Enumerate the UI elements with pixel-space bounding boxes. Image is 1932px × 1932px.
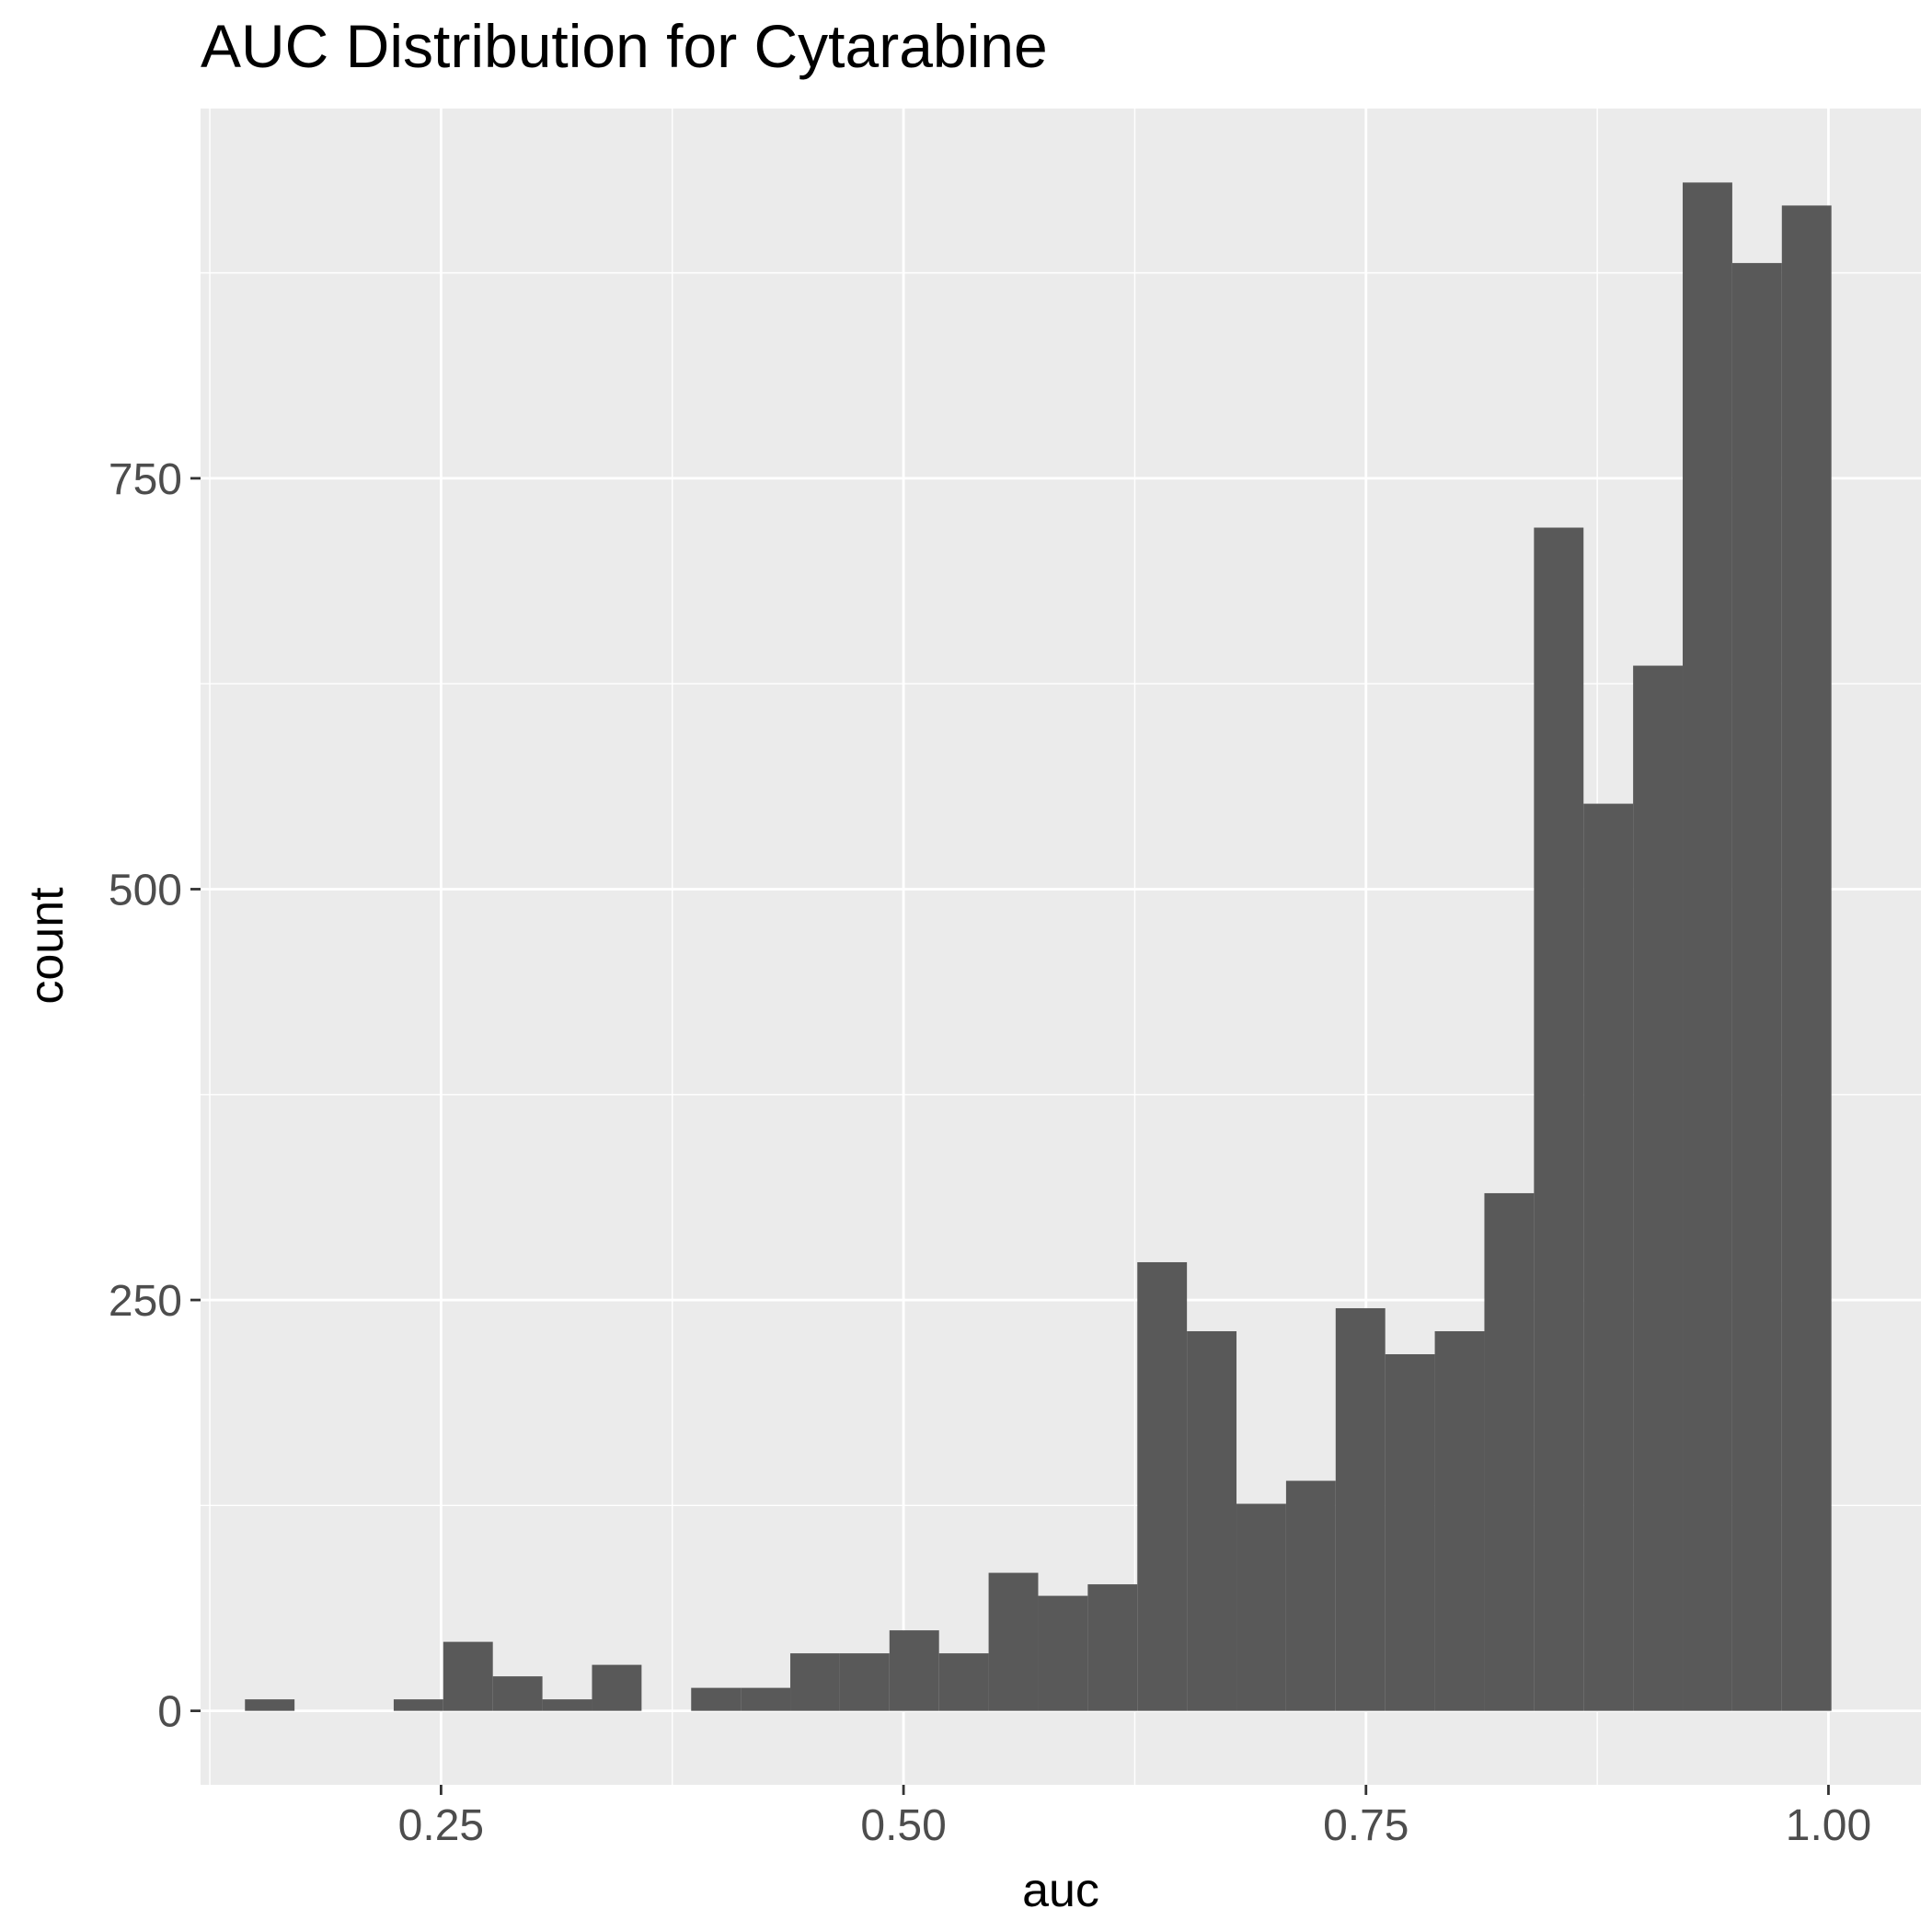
histogram-bar bbox=[1434, 1330, 1485, 1711]
histogram-bar bbox=[1385, 1353, 1435, 1711]
histogram-bar bbox=[790, 1653, 840, 1711]
y-axis-title: count bbox=[20, 887, 74, 1005]
histogram-bar bbox=[1683, 182, 1732, 1711]
histogram-bar bbox=[1731, 262, 1782, 1711]
histogram-bar bbox=[1534, 527, 1584, 1711]
y-tick-label: 750 bbox=[109, 455, 182, 504]
histogram-bar bbox=[1038, 1595, 1088, 1711]
histogram-bar bbox=[1633, 665, 1684, 1711]
histogram-bar bbox=[839, 1653, 890, 1711]
x-tick-label: 0.50 bbox=[860, 1801, 946, 1850]
chart-title: AUC Distribution for Cytarabine bbox=[201, 12, 1048, 80]
x-tick-label: 1.00 bbox=[1786, 1801, 1871, 1850]
histogram-bar bbox=[691, 1687, 742, 1711]
x-axis-title: auc bbox=[1022, 1864, 1099, 1917]
histogram-bars bbox=[245, 182, 1832, 1711]
histogram-bar bbox=[592, 1664, 642, 1711]
x-tick-label: 0.25 bbox=[398, 1801, 484, 1850]
histogram-bar bbox=[1236, 1503, 1286, 1711]
histogram-bar bbox=[542, 1699, 592, 1711]
histogram-bar bbox=[1583, 803, 1634, 1711]
y-tick-label: 250 bbox=[109, 1277, 182, 1326]
histogram-bar bbox=[1187, 1330, 1237, 1711]
histogram-bar bbox=[1335, 1307, 1386, 1711]
histogram-bar bbox=[492, 1676, 543, 1711]
histogram-bar bbox=[443, 1641, 493, 1711]
x-tick-label: 0.75 bbox=[1323, 1801, 1409, 1850]
histogram-bar bbox=[741, 1687, 791, 1711]
histogram-bar bbox=[1781, 205, 1832, 1711]
histogram-bar bbox=[393, 1699, 443, 1711]
y-tick-label: 500 bbox=[109, 866, 182, 914]
y-tick-label: 0 bbox=[157, 1688, 182, 1737]
y-axis: 0 250 500 750 bbox=[109, 455, 201, 1737]
histogram-bar bbox=[1137, 1261, 1188, 1711]
histogram-bar bbox=[1484, 1192, 1535, 1711]
histogram-bar bbox=[988, 1572, 1039, 1711]
histogram-bar bbox=[1087, 1584, 1138, 1711]
histogram-bar bbox=[245, 1699, 295, 1711]
histogram-bar bbox=[1285, 1480, 1336, 1711]
histogram-bar bbox=[938, 1653, 989, 1711]
histogram-bar bbox=[889, 1630, 939, 1711]
x-axis: 0.25 0.50 0.75 1.00 bbox=[398, 1785, 1871, 1850]
